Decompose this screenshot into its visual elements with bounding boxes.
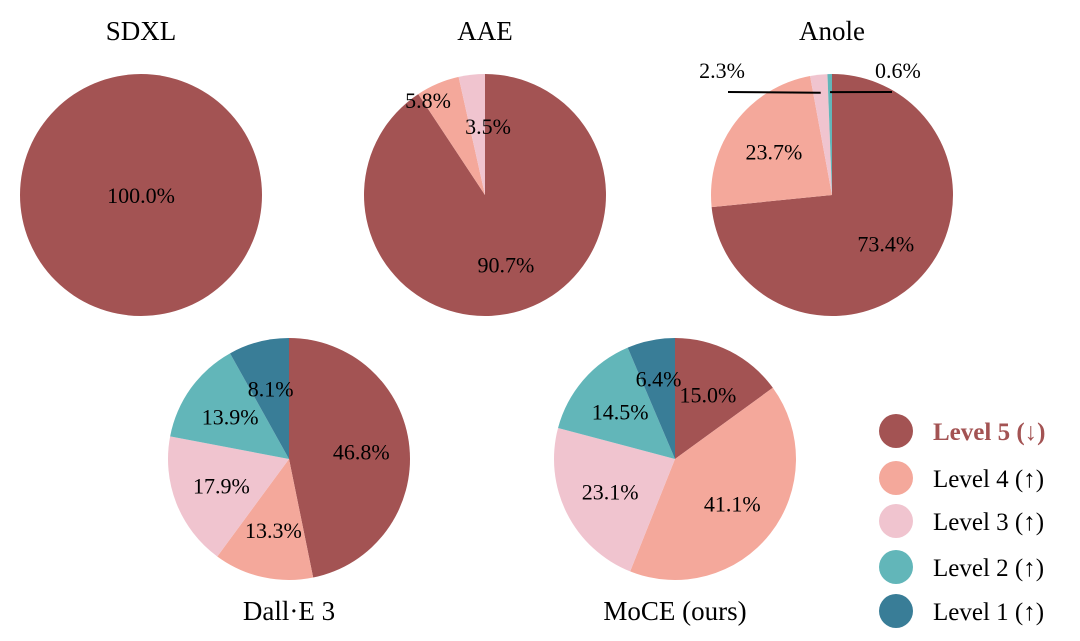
legend-swatch	[879, 461, 913, 495]
pie-slice	[627, 338, 675, 459]
pie-slice	[827, 74, 832, 195]
data-label: 23.1%	[582, 480, 639, 505]
pie-slice	[230, 338, 289, 459]
data-label: 5.8%	[405, 88, 451, 113]
legend: Level 5 (↓) Level 4 (↑) Level 3 (↑) Level 2…	[879, 414, 1045, 628]
pie-slice	[289, 338, 410, 578]
data-label: 14.5%	[592, 399, 649, 424]
data-label: 90.7%	[477, 253, 534, 278]
data-label: 13.9%	[202, 405, 259, 430]
pie-slice	[675, 338, 773, 459]
pie-slice	[217, 459, 314, 580]
legend-label: Level 1 (↑)	[933, 599, 1044, 626]
legend-swatch	[879, 414, 913, 448]
legend-swatch	[879, 550, 913, 584]
data-label: 6.4%	[636, 366, 682, 391]
pie-slice	[554, 428, 675, 572]
data-label: 3.5%	[465, 114, 511, 139]
pie-slice	[458, 74, 485, 195]
pie-slice	[418, 76, 485, 195]
data-label: 13.3%	[245, 518, 302, 543]
pie-title: MoCE (ours)	[603, 596, 746, 626]
data-label: 17.9%	[193, 474, 250, 499]
pie-slice	[168, 436, 289, 557]
data-label: 41.1%	[704, 492, 761, 517]
data-label: 100.0%	[107, 183, 175, 208]
pie-title: SDXL	[106, 16, 177, 46]
data-label: 73.4%	[857, 232, 914, 257]
data-label: 8.1%	[248, 377, 294, 402]
pie-dall-e-3: Dall·E 3 46.8% 13.3% 17.9% 13.9% 8.1%	[168, 338, 410, 626]
pie-title: Dall·E 3	[243, 596, 335, 626]
pie-sdxl: SDXL 100.0%	[20, 16, 262, 316]
legend-label: Level 3 (↑)	[933, 509, 1044, 536]
pie-slice	[810, 74, 832, 195]
pie-slice	[630, 387, 796, 580]
pie-slice	[20, 74, 262, 316]
legend-swatch	[879, 594, 913, 628]
data-label: 23.7%	[746, 139, 803, 164]
pie-moce-ours-: MoCE (ours) 15.0% 41.1% 23.1% 14.5% 6.4%	[554, 338, 796, 626]
legend-label: Level 4 (↑)	[933, 466, 1044, 493]
data-label: 0.6%	[875, 58, 921, 83]
pie-slice	[170, 353, 289, 459]
pie-title: AAE	[457, 16, 513, 46]
legend-label: Level 2 (↑)	[933, 555, 1044, 582]
data-label: 2.3%	[699, 58, 745, 83]
pie-aae: AAE 90.7% 5.8% 3.5%	[363, 16, 606, 316]
pie-slice	[558, 347, 675, 459]
pie-slice	[711, 76, 832, 208]
pie-slice	[711, 74, 953, 316]
data-label: 15.0%	[680, 382, 737, 407]
legend-label: Level 5 (↓)	[933, 419, 1045, 446]
leader-line	[727, 91, 821, 94]
data-label: 46.8%	[333, 440, 390, 465]
legend-swatch	[879, 504, 913, 538]
pie-anole: Anole 73.4% 23.7% 2.3% 0.6%	[699, 16, 953, 316]
pie-title: Anole	[799, 16, 865, 46]
